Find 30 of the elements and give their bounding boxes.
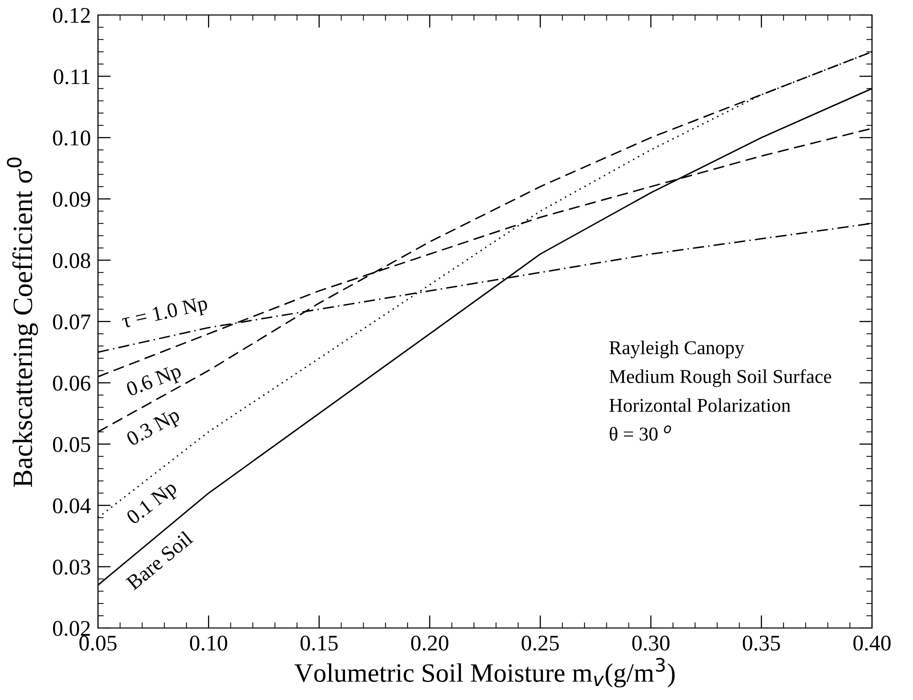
x-tick-label: 0.15: [300, 636, 338, 651]
x-tick-label: 0.05: [79, 636, 117, 651]
text: τ = 1.0 Np: [121, 296, 209, 332]
y-tick-label: 0.02: [53, 620, 90, 636]
y-axis-title: Backscattering Coefficient σ$^{0}$: [6, 158, 38, 487]
y-tick-label: 0.09: [53, 192, 90, 207]
y-tick-label: 0.05: [53, 437, 90, 452]
y-tick-label: 0.07: [53, 314, 90, 330]
x-tick-label: 0.35: [742, 636, 780, 651]
y-tick-label: 0.04: [53, 498, 91, 514]
y-tick-label: 0.10: [53, 130, 90, 146]
x-tick-label: 0.25: [522, 636, 559, 651]
y-tick-label: 0.06: [53, 376, 90, 391]
text: 0.6 Np: [125, 363, 184, 400]
y-tick-label: 0.03: [53, 560, 90, 575]
annotation: Horizontal Polarization: [609, 398, 791, 412]
y-tick-label: 0.11: [54, 69, 90, 84]
x-tick-label: 0.20: [411, 636, 448, 651]
x-tick-label: 0.10: [190, 636, 228, 651]
text: 0.3 Np: [126, 407, 183, 450]
x-tick-label: 0.30: [632, 636, 670, 651]
x-axis-title: Volumetric Soil Moisture m$_{v}$(g/m$^{3}$): [294, 658, 675, 688]
y-tick-label: 0.12: [53, 8, 90, 24]
text: Bare Soil: [125, 530, 194, 591]
x-tick-label: 0.40: [853, 636, 891, 651]
text: 0.1 Np: [126, 480, 180, 528]
annotation: Medium Rough Soil Surface: [609, 369, 832, 388]
annotation: θ = 30 $^{o}$: [610, 425, 672, 441]
y-tick-label: 0.08: [53, 253, 90, 268]
annotation: Rayleigh Canopy: [609, 340, 744, 358]
